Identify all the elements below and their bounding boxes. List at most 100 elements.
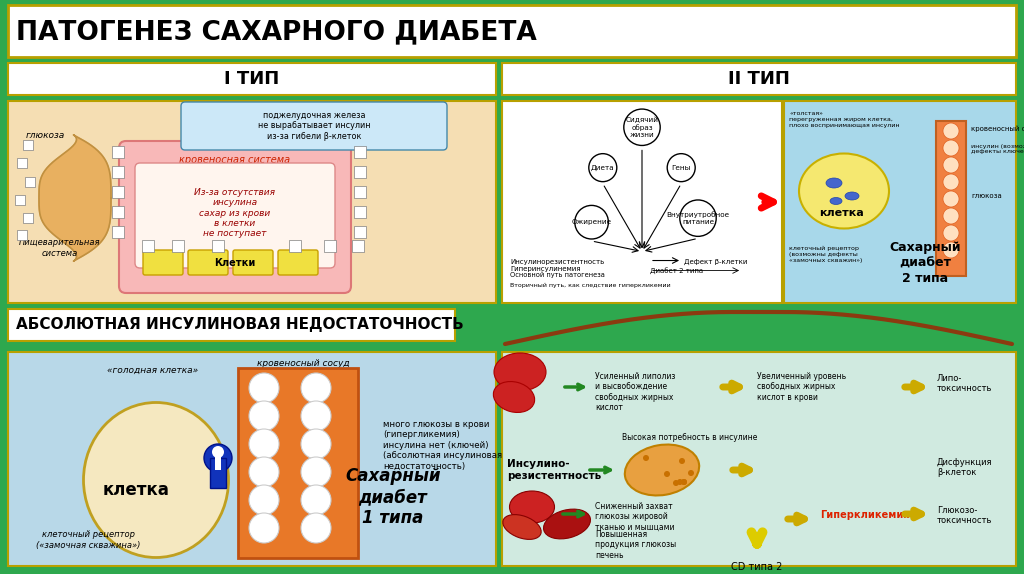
Circle shape xyxy=(574,205,608,239)
Circle shape xyxy=(943,225,959,241)
Text: Повышенная
продукция глюкозы
печень: Повышенная продукция глюкозы печень xyxy=(595,530,676,560)
Circle shape xyxy=(589,154,616,181)
Ellipse shape xyxy=(510,491,555,523)
Bar xyxy=(238,368,358,558)
Circle shape xyxy=(301,485,331,515)
Bar xyxy=(210,458,226,488)
Bar xyxy=(324,240,336,252)
Text: глюкоза: глюкоза xyxy=(971,193,1001,199)
Text: ПАТОГЕНЕЗ САХАРНОГО ДИАБЕТА: ПАТОГЕНЕЗ САХАРНОГО ДИАБЕТА xyxy=(16,19,537,45)
Ellipse shape xyxy=(503,515,541,540)
Bar xyxy=(112,146,124,158)
Circle shape xyxy=(680,200,716,236)
Circle shape xyxy=(212,446,224,458)
Text: Инсулинорезистентность
Гиперинсулинемия: Инсулинорезистентность Гиперинсулинемия xyxy=(510,258,604,272)
Ellipse shape xyxy=(826,178,842,188)
Text: Основной путь патогенеза: Основной путь патогенеза xyxy=(510,272,605,278)
Text: Сидячий
образ
жизни: Сидячий образ жизни xyxy=(626,117,658,138)
Text: кровеносная система: кровеносная система xyxy=(179,155,291,165)
FancyBboxPatch shape xyxy=(233,250,273,275)
Circle shape xyxy=(686,461,692,467)
Circle shape xyxy=(648,484,654,490)
Text: поджелудочная железа
не вырабатывает инсулин
из-за гибели β-клеток: поджелудочная железа не вырабатывает инс… xyxy=(258,111,371,141)
Bar xyxy=(17,158,27,168)
Text: инсулин (возможны
дефекты ключей): инсулин (возможны дефекты ключей) xyxy=(971,144,1024,154)
Circle shape xyxy=(301,513,331,543)
Text: I ТИП: I ТИП xyxy=(224,70,280,88)
Text: Снижeнный захват
глюкозы жировой
тканью и мышцами: Снижeнный захват глюкозы жировой тканью … xyxy=(595,502,675,532)
FancyBboxPatch shape xyxy=(188,250,228,275)
Bar xyxy=(25,177,35,187)
Text: кровеносный сосуд: кровеносный сосуд xyxy=(971,126,1024,132)
Text: II ТИП: II ТИП xyxy=(728,70,790,88)
Bar xyxy=(354,206,366,218)
Bar xyxy=(17,230,27,240)
Text: клеточный рецептор
(«замочная скважина»): клеточный рецептор («замочная скважина») xyxy=(36,530,140,550)
Ellipse shape xyxy=(494,353,546,391)
Bar xyxy=(142,240,154,252)
Bar xyxy=(23,213,33,223)
Circle shape xyxy=(301,401,331,431)
Circle shape xyxy=(204,444,232,472)
Text: Клетки: Клетки xyxy=(214,258,256,268)
Bar xyxy=(502,63,1016,95)
Text: много глюкозы в крови
(гипергликемия)
инсулина нет (ключей)
(абсолютная инсулино: много глюкозы в крови (гипергликемия) ин… xyxy=(383,420,502,471)
Circle shape xyxy=(943,123,959,139)
Text: Сахарный
диабет
2 типа: Сахарный диабет 2 типа xyxy=(889,242,961,285)
Circle shape xyxy=(943,140,959,156)
Circle shape xyxy=(686,452,692,458)
Text: «голодная клетка»: «голодная клетка» xyxy=(108,366,199,374)
Ellipse shape xyxy=(799,153,889,228)
Text: глюкоза: глюкоза xyxy=(26,130,65,139)
Bar xyxy=(354,146,366,158)
Circle shape xyxy=(659,452,665,458)
Text: Высокая потребность в инсулине: Высокая потребность в инсулине xyxy=(622,432,758,441)
Bar xyxy=(8,5,1016,57)
Bar xyxy=(784,101,1016,303)
Bar xyxy=(8,309,455,341)
Circle shape xyxy=(943,191,959,207)
Text: Гиперкликемия: Гиперкликемия xyxy=(820,510,909,520)
Polygon shape xyxy=(39,135,111,261)
Bar xyxy=(289,240,301,252)
Bar xyxy=(112,166,124,178)
Text: Дисфункция
β-клеток: Дисфункция β-клеток xyxy=(937,458,992,478)
Text: Вторичный путь, как следствие гиперкликемии: Вторичный путь, как следствие гиперклике… xyxy=(510,282,671,288)
Circle shape xyxy=(249,457,279,487)
Text: «толстая»
перегруженная жиром клетка,
плохо воспринимающая инсулин: «толстая» перегруженная жиром клетка, пл… xyxy=(790,111,899,127)
Text: Увеличенный уровень
свободных жирных
кислот в крови: Увеличенный уровень свободных жирных кис… xyxy=(757,372,846,402)
Text: Липо-
токсичность: Липо- токсичность xyxy=(937,374,992,393)
Bar xyxy=(112,206,124,218)
Circle shape xyxy=(652,471,658,477)
Circle shape xyxy=(630,484,636,490)
Bar xyxy=(172,240,184,252)
Text: АБСОЛЮТНАЯ ИНСУЛИНОВАЯ НЕДОСТАТОЧНОСТЬ: АБСОЛЮТНАЯ ИНСУЛИНОВАЯ НЕДОСТАТОЧНОСТЬ xyxy=(16,317,464,332)
Bar xyxy=(15,195,25,205)
Circle shape xyxy=(943,174,959,190)
Bar xyxy=(8,63,496,95)
Circle shape xyxy=(301,373,331,403)
Circle shape xyxy=(943,208,959,224)
Text: Глюкозо-
токсичность: Глюкозо- токсичность xyxy=(937,506,992,525)
Bar xyxy=(212,240,224,252)
Text: Из-за отсутствия
инсулина
сахар из крови
в клетки
не поступает: Из-за отсутствия инсулина сахар из крови… xyxy=(195,188,275,238)
Text: клеточный рецептор
(возможны дефекты
«замочных скважин»): клеточный рецептор (возможны дефекты «за… xyxy=(790,246,862,263)
Bar xyxy=(23,140,33,150)
Text: Диета: Диета xyxy=(591,165,614,170)
FancyBboxPatch shape xyxy=(135,163,335,268)
Bar xyxy=(354,226,366,238)
Circle shape xyxy=(651,462,657,468)
Bar xyxy=(8,101,496,303)
Bar xyxy=(352,240,364,252)
Circle shape xyxy=(249,485,279,515)
Text: Ожирение: Ожирение xyxy=(571,219,611,225)
Text: Дефект β-клетки: Дефект β-клетки xyxy=(684,258,748,265)
FancyBboxPatch shape xyxy=(181,102,447,150)
Bar xyxy=(502,101,782,303)
FancyBboxPatch shape xyxy=(143,250,183,275)
Circle shape xyxy=(943,157,959,173)
Text: Диабет 2 типа: Диабет 2 типа xyxy=(650,267,703,274)
Text: клетка: клетка xyxy=(819,208,864,218)
Ellipse shape xyxy=(84,402,228,557)
Circle shape xyxy=(301,457,331,487)
